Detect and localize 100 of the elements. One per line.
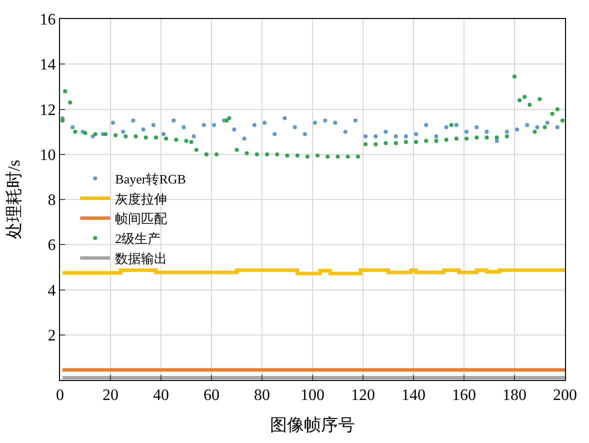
y-tick-label: 16 bbox=[40, 12, 56, 29]
point bbox=[336, 154, 340, 159]
point bbox=[313, 120, 318, 125]
point bbox=[404, 134, 408, 138]
legend-label: 2级生产 bbox=[115, 231, 161, 246]
x-tick-label: 120 bbox=[351, 387, 375, 404]
point bbox=[131, 118, 136, 123]
point bbox=[374, 134, 378, 138]
point bbox=[404, 140, 408, 144]
point bbox=[83, 130, 88, 135]
x-tick-label: 180 bbox=[502, 387, 526, 404]
x-tick-label: 140 bbox=[402, 387, 426, 404]
point bbox=[444, 138, 448, 142]
point bbox=[532, 130, 537, 134]
point bbox=[254, 152, 259, 156]
point bbox=[73, 130, 78, 134]
point bbox=[525, 123, 530, 128]
point bbox=[272, 132, 277, 136]
point bbox=[63, 89, 68, 94]
point bbox=[242, 136, 246, 141]
x-tick-label: 0 bbox=[56, 387, 64, 404]
point bbox=[151, 123, 156, 128]
point bbox=[124, 134, 128, 138]
point bbox=[494, 138, 499, 143]
point bbox=[484, 130, 489, 134]
point bbox=[474, 125, 479, 130]
point bbox=[262, 120, 267, 125]
y-tick-label: 12 bbox=[40, 102, 56, 119]
point bbox=[285, 154, 290, 158]
point bbox=[449, 123, 454, 128]
point bbox=[343, 130, 348, 134]
point bbox=[535, 125, 540, 130]
point bbox=[555, 125, 560, 130]
x-tick-label: 40 bbox=[153, 387, 169, 404]
point bbox=[515, 128, 520, 132]
point bbox=[353, 118, 358, 123]
point bbox=[189, 140, 194, 144]
point bbox=[90, 134, 95, 138]
point bbox=[172, 118, 176, 123]
point bbox=[424, 123, 428, 128]
point bbox=[265, 152, 270, 156]
point bbox=[174, 138, 178, 142]
point bbox=[364, 142, 368, 146]
legend-label: 帧间匹配 bbox=[115, 211, 168, 226]
point bbox=[560, 118, 564, 123]
point bbox=[212, 123, 216, 128]
point bbox=[518, 98, 522, 102]
x-tick-label: 80 bbox=[254, 387, 270, 404]
point bbox=[464, 136, 469, 141]
point bbox=[134, 134, 138, 138]
point bbox=[356, 154, 360, 159]
point bbox=[374, 142, 378, 146]
point bbox=[454, 136, 458, 141]
y-tick-label: 10 bbox=[40, 146, 56, 164]
point bbox=[194, 148, 198, 152]
point bbox=[333, 120, 338, 125]
point bbox=[184, 138, 188, 143]
point bbox=[295, 154, 300, 158]
point bbox=[114, 133, 118, 138]
point bbox=[323, 118, 328, 123]
y-tick-label: 14 bbox=[40, 56, 56, 74]
point bbox=[494, 135, 499, 140]
point bbox=[512, 74, 516, 79]
point bbox=[192, 134, 196, 138]
point bbox=[282, 116, 287, 120]
point bbox=[504, 130, 509, 134]
y-tick-label: 6 bbox=[48, 237, 56, 254]
point bbox=[154, 135, 158, 140]
x-tick-label: 160 bbox=[452, 387, 476, 404]
x-tick-label: 200 bbox=[553, 387, 577, 404]
y-tick-label: 4 bbox=[48, 282, 56, 300]
y-tick-label: 8 bbox=[48, 192, 56, 210]
point bbox=[316, 154, 320, 158]
x-tick-label: 60 bbox=[204, 387, 220, 404]
y-tick-label: 2 bbox=[48, 327, 56, 344]
point bbox=[484, 135, 489, 140]
x-tick-label: 100 bbox=[300, 387, 324, 404]
point bbox=[414, 132, 418, 136]
point bbox=[60, 118, 65, 123]
point bbox=[305, 154, 310, 159]
legend-label: Bayer转RGB bbox=[115, 171, 186, 186]
legend-label: 数据输出 bbox=[115, 251, 168, 266]
point bbox=[464, 130, 469, 134]
point bbox=[384, 130, 388, 134]
point bbox=[550, 112, 554, 116]
point bbox=[504, 134, 509, 138]
point bbox=[326, 154, 330, 159]
point bbox=[346, 154, 350, 159]
point bbox=[555, 107, 560, 112]
point bbox=[434, 138, 438, 143]
point bbox=[394, 134, 398, 138]
point bbox=[144, 135, 148, 140]
point bbox=[394, 141, 398, 146]
point bbox=[302, 132, 307, 136]
point bbox=[164, 136, 168, 141]
point bbox=[434, 134, 438, 138]
point bbox=[454, 123, 458, 128]
point bbox=[227, 116, 232, 120]
point bbox=[234, 148, 239, 152]
point bbox=[474, 135, 479, 140]
